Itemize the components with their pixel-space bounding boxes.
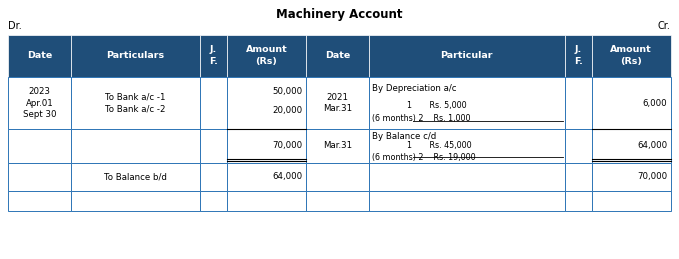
- Text: 70,000: 70,000: [272, 141, 303, 150]
- Bar: [306, 130, 369, 162]
- Bar: [227, 35, 306, 77]
- Bar: [71, 162, 200, 191]
- Bar: [200, 35, 227, 77]
- Text: Mar.31: Mar.31: [323, 141, 352, 150]
- Text: 1       Rs. 5,000
(6 months) 2    Rs. 1,000: 1 Rs. 5,000 (6 months) 2 Rs. 1,000: [372, 101, 471, 123]
- Bar: [565, 191, 591, 211]
- Text: Date: Date: [325, 51, 350, 60]
- Text: To Balance b/d: To Balance b/d: [104, 172, 167, 181]
- Bar: [227, 77, 306, 130]
- Bar: [591, 35, 671, 77]
- Bar: [8, 191, 71, 211]
- Bar: [200, 162, 227, 191]
- Text: Cr.: Cr.: [658, 21, 671, 31]
- Text: 64,000: 64,000: [638, 141, 667, 150]
- Text: Machinery Account: Machinery Account: [276, 8, 403, 21]
- Text: 20,000: 20,000: [272, 106, 303, 116]
- Bar: [591, 191, 671, 211]
- Text: 70,000: 70,000: [638, 172, 667, 181]
- Bar: [200, 130, 227, 162]
- Bar: [591, 77, 671, 130]
- Bar: [369, 162, 565, 191]
- Bar: [8, 77, 71, 130]
- Bar: [306, 77, 369, 130]
- Bar: [71, 77, 200, 130]
- Bar: [591, 162, 671, 191]
- Bar: [369, 130, 565, 162]
- Bar: [71, 191, 200, 211]
- Text: Dr.: Dr.: [8, 21, 22, 31]
- Bar: [591, 130, 671, 162]
- Bar: [369, 35, 565, 77]
- Text: J.
F.: J. F.: [574, 45, 583, 66]
- Text: By Balance c/d: By Balance c/d: [372, 132, 437, 141]
- Bar: [71, 130, 200, 162]
- Bar: [227, 162, 306, 191]
- Bar: [369, 191, 565, 211]
- Bar: [306, 35, 369, 77]
- Bar: [565, 35, 591, 77]
- Bar: [200, 191, 227, 211]
- Text: 2021
Mar.31: 2021 Mar.31: [323, 93, 352, 113]
- Text: To Bank a/c -1
To Bank a/c -2: To Bank a/c -1 To Bank a/c -2: [105, 93, 166, 113]
- Bar: [306, 162, 369, 191]
- Text: Amount
(Rs): Amount (Rs): [246, 45, 287, 66]
- Text: Particulars: Particulars: [107, 51, 164, 60]
- Bar: [369, 77, 565, 130]
- Text: Particular: Particular: [441, 51, 493, 60]
- Text: J.
F.: J. F.: [209, 45, 218, 66]
- Text: Date: Date: [27, 51, 52, 60]
- Text: 50,000: 50,000: [272, 87, 303, 96]
- Bar: [565, 77, 591, 130]
- Bar: [200, 77, 227, 130]
- Bar: [306, 191, 369, 211]
- Bar: [227, 130, 306, 162]
- Bar: [8, 162, 71, 191]
- Bar: [71, 35, 200, 77]
- Bar: [227, 191, 306, 211]
- Text: 2023
Apr.01
Sept 30: 2023 Apr.01 Sept 30: [22, 87, 56, 119]
- Text: Amount
(Rs): Amount (Rs): [610, 45, 652, 66]
- Text: By Depreciation a/c: By Depreciation a/c: [372, 84, 456, 93]
- Bar: [8, 130, 71, 162]
- Bar: [565, 162, 591, 191]
- Bar: [8, 35, 71, 77]
- Text: 6,000: 6,000: [643, 98, 667, 107]
- Bar: [565, 130, 591, 162]
- Text: 64,000: 64,000: [272, 172, 303, 181]
- Text: 1       Rs. 45,000
(6 months) 2    Rs. 19,000: 1 Rs. 45,000 (6 months) 2 Rs. 19,000: [372, 141, 476, 162]
